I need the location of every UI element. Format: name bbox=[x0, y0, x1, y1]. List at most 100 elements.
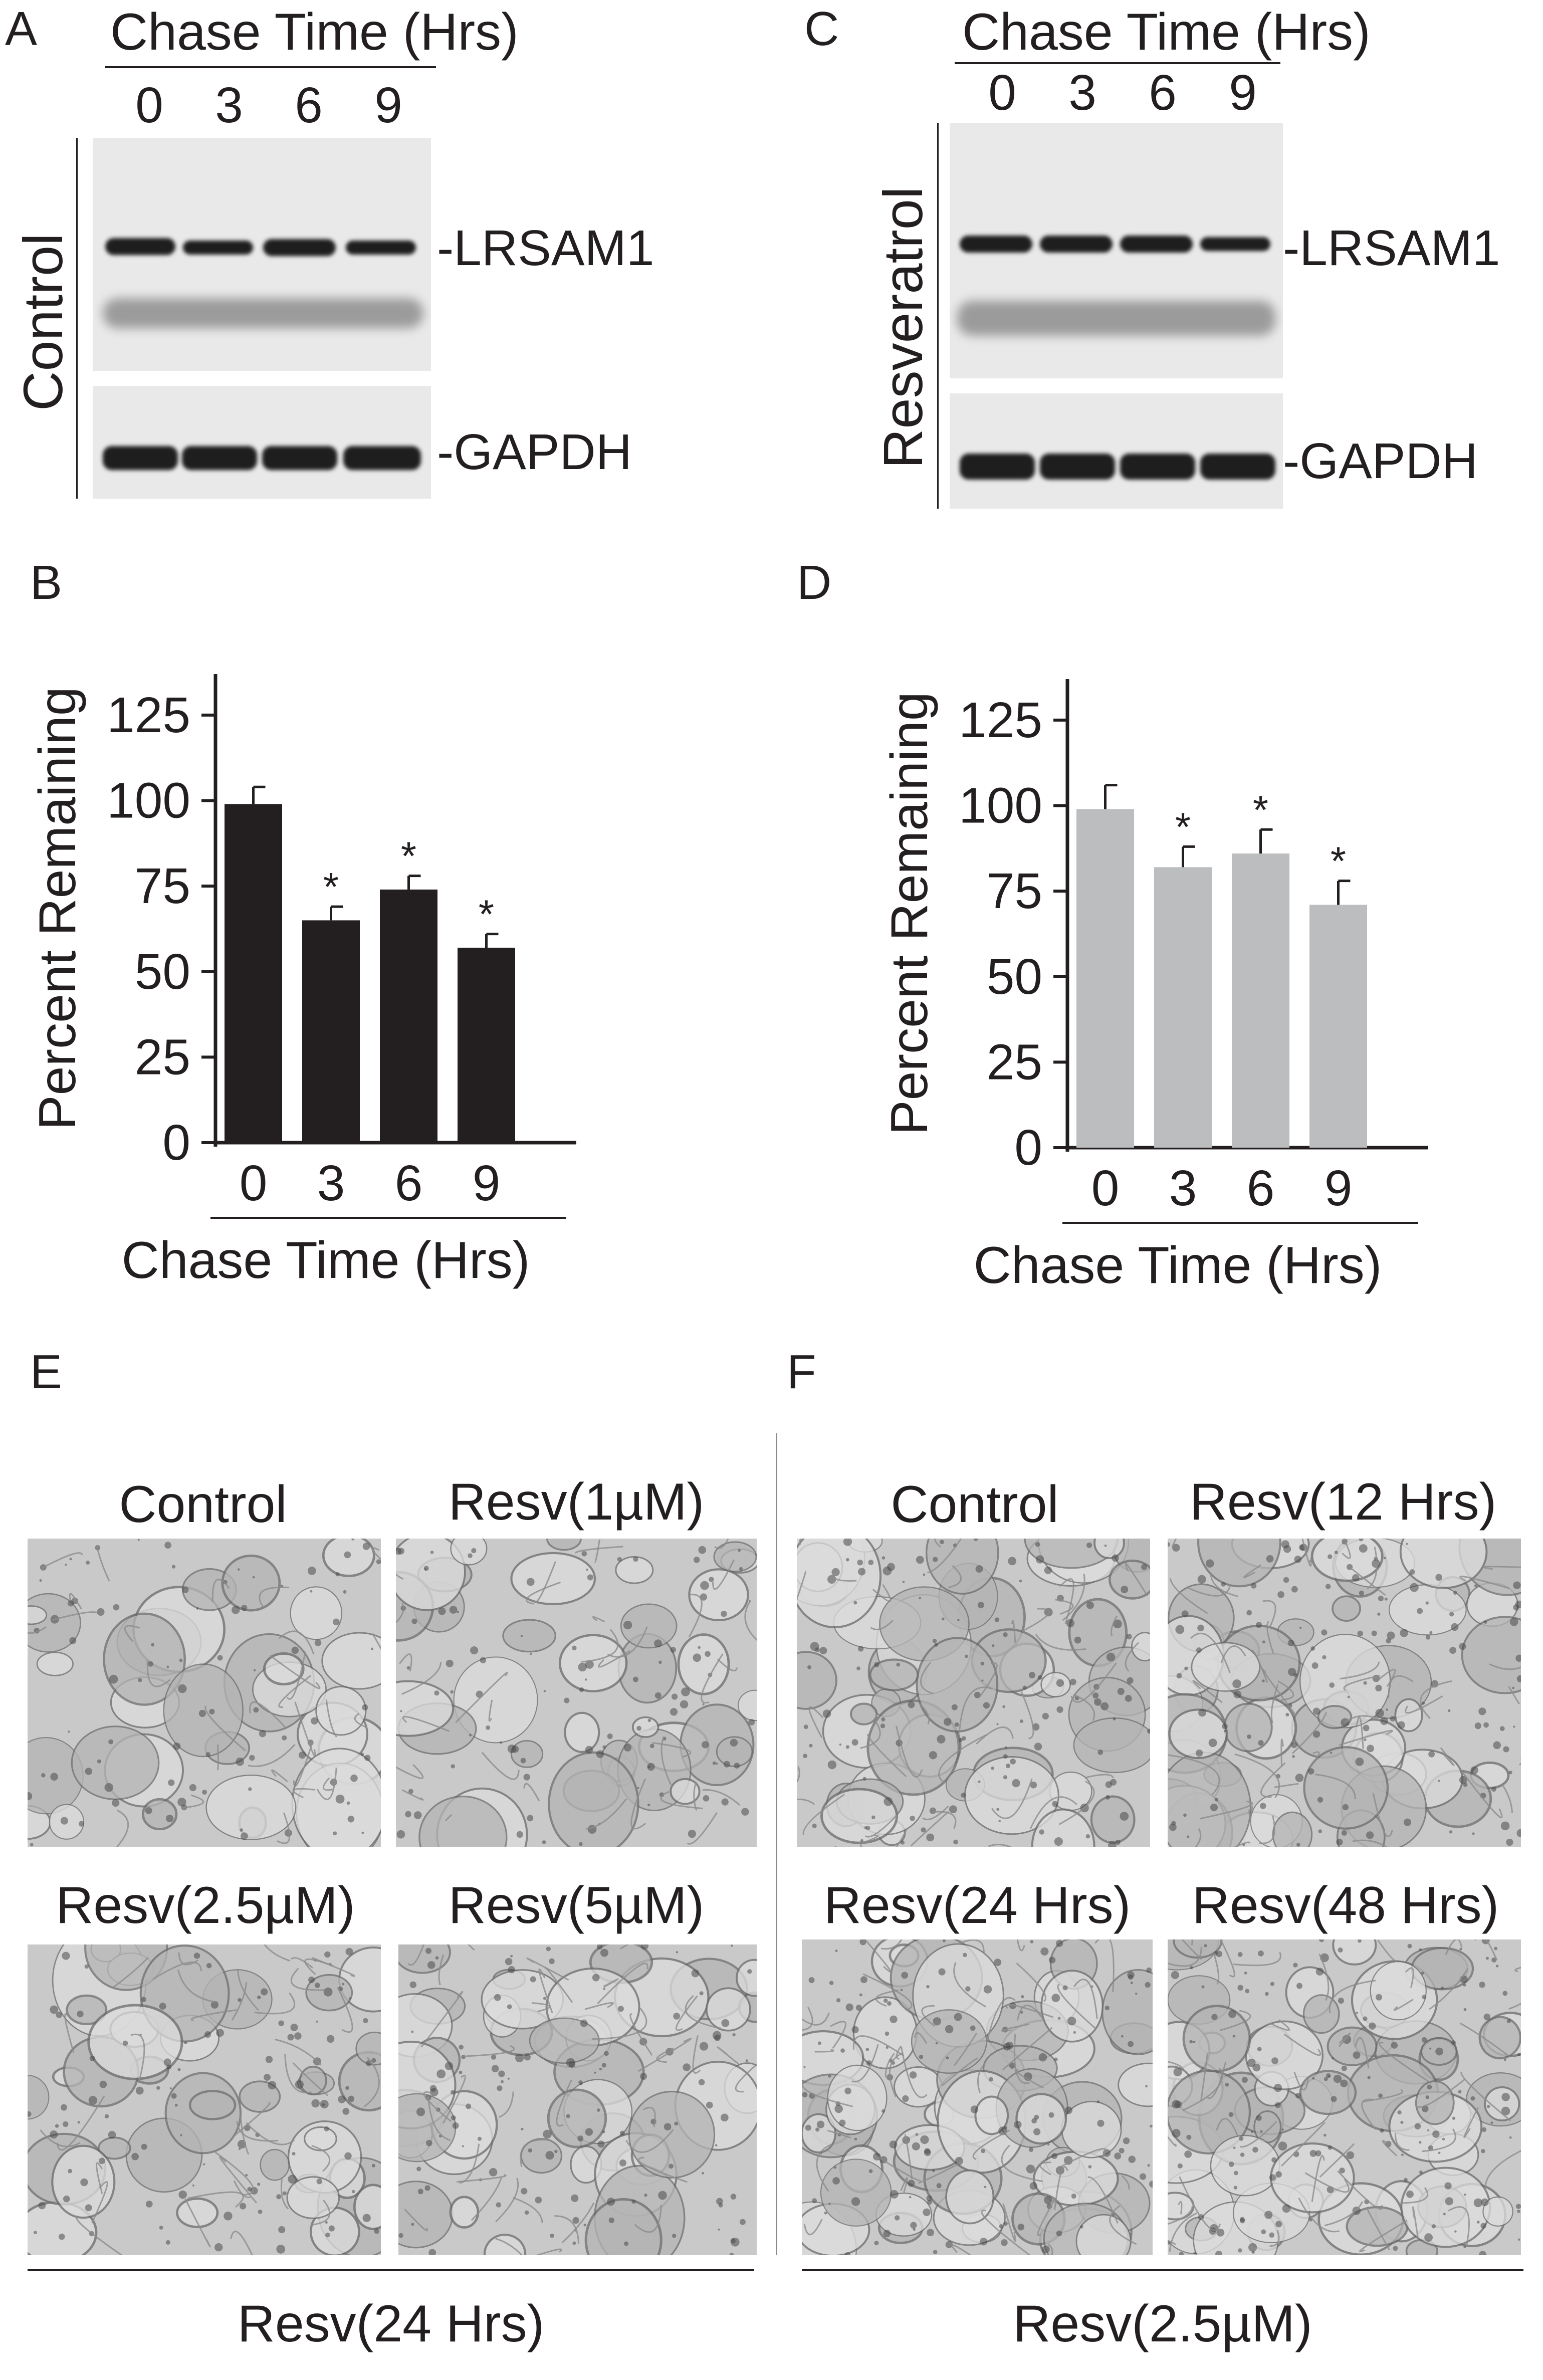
granule bbox=[1221, 1582, 1226, 1587]
granule bbox=[122, 2040, 128, 2046]
cell bbox=[546, 1539, 582, 1551]
granule bbox=[1009, 2062, 1016, 2069]
neurite bbox=[363, 2057, 380, 2107]
granule bbox=[908, 1701, 915, 1708]
granule bbox=[1012, 1779, 1020, 1788]
neurite bbox=[851, 2044, 879, 2083]
granule bbox=[333, 1831, 337, 1836]
neurite bbox=[401, 1789, 424, 1801]
granule bbox=[640, 1944, 649, 1950]
granule bbox=[1473, 2198, 1483, 2208]
granule bbox=[633, 1556, 638, 1562]
cell bbox=[925, 1539, 999, 1595]
granule bbox=[145, 2201, 153, 2208]
granule bbox=[325, 2221, 328, 2224]
granule bbox=[1317, 1797, 1324, 1803]
granule bbox=[163, 2058, 171, 2066]
neurite bbox=[286, 1651, 306, 1700]
neurite bbox=[803, 2219, 823, 2235]
neurite bbox=[1281, 2121, 1326, 2167]
granule bbox=[865, 2048, 869, 2051]
x-axis-label: Chase Time (Hrs) bbox=[122, 1231, 530, 1289]
granule bbox=[314, 1983, 320, 1988]
granule bbox=[326, 2035, 335, 2043]
granule bbox=[1425, 1601, 1429, 1605]
granule bbox=[1019, 1719, 1023, 1723]
granule bbox=[1427, 2129, 1430, 2131]
granule bbox=[1424, 2233, 1433, 2242]
neurite bbox=[797, 1766, 800, 1783]
granule bbox=[1215, 2250, 1222, 2255]
granule bbox=[603, 1988, 606, 1990]
cell bbox=[1272, 1811, 1313, 1847]
cell bbox=[87, 2004, 183, 2080]
granule bbox=[245, 2174, 248, 2177]
bar bbox=[225, 804, 282, 1143]
neurite bbox=[396, 1764, 424, 1779]
granule bbox=[1057, 2017, 1061, 2020]
granule bbox=[607, 2198, 615, 2206]
neurite bbox=[1190, 1632, 1231, 1673]
granule bbox=[1001, 2239, 1008, 2246]
granule bbox=[828, 2074, 831, 2078]
granule bbox=[1086, 1542, 1092, 1548]
micrograph-f-resv-24h bbox=[802, 1939, 1153, 2255]
granule bbox=[709, 1577, 714, 1582]
granule bbox=[65, 1564, 67, 1566]
neurite bbox=[290, 1968, 325, 1991]
granule bbox=[253, 1707, 259, 1713]
neurite bbox=[1356, 1716, 1364, 1749]
neurite bbox=[1324, 2201, 1364, 2227]
granule bbox=[1244, 1972, 1247, 1975]
granule bbox=[945, 2241, 953, 2249]
neurite bbox=[280, 2179, 289, 2210]
granule bbox=[1120, 1812, 1129, 1821]
cell bbox=[188, 2090, 237, 2120]
neurite bbox=[130, 2033, 145, 2083]
neurite bbox=[1484, 2150, 1521, 2192]
micrograph-texture bbox=[28, 1539, 381, 1847]
granule bbox=[323, 1987, 333, 1997]
granule bbox=[1121, 1586, 1129, 1594]
granule bbox=[637, 1787, 639, 1789]
neurite bbox=[304, 1958, 334, 1975]
granule bbox=[470, 1646, 479, 1655]
granule bbox=[658, 2191, 667, 2200]
granule bbox=[1246, 1610, 1252, 1616]
neurite bbox=[1342, 1539, 1351, 1559]
granule bbox=[436, 2069, 446, 2079]
granule bbox=[933, 2017, 941, 2026]
cell bbox=[28, 2075, 50, 2120]
granule bbox=[880, 1723, 886, 1728]
granule bbox=[1003, 2043, 1011, 2051]
granule bbox=[241, 1605, 248, 1611]
panel-letter-b: B bbox=[30, 556, 63, 609]
granule bbox=[1503, 1746, 1509, 1753]
cell bbox=[510, 1552, 596, 1605]
granule bbox=[1096, 2100, 1100, 2103]
granule bbox=[396, 1830, 405, 1839]
neurite bbox=[656, 2048, 674, 2063]
granule bbox=[108, 2130, 116, 2139]
neurite bbox=[1213, 1953, 1220, 1985]
granule bbox=[1386, 1638, 1391, 1644]
neurite bbox=[972, 2129, 1010, 2160]
granule bbox=[1273, 2083, 1282, 2092]
granule bbox=[1262, 1679, 1265, 1682]
granule bbox=[1168, 1542, 1170, 1547]
neurite bbox=[637, 2038, 692, 2072]
granule bbox=[1393, 2246, 1398, 2251]
neurite bbox=[1016, 1939, 1025, 1952]
cell bbox=[1223, 1702, 1273, 1753]
granule bbox=[883, 1998, 888, 2003]
granule bbox=[954, 1722, 959, 1727]
neurite bbox=[1400, 2187, 1429, 2204]
neurite bbox=[1073, 1979, 1098, 2019]
granule bbox=[996, 1723, 999, 1725]
neurite bbox=[1195, 1828, 1202, 1847]
granule bbox=[734, 1763, 740, 1769]
granule bbox=[252, 1576, 255, 1579]
granule bbox=[80, 2178, 88, 2187]
granule bbox=[649, 1744, 654, 1749]
granule bbox=[192, 2184, 195, 2187]
